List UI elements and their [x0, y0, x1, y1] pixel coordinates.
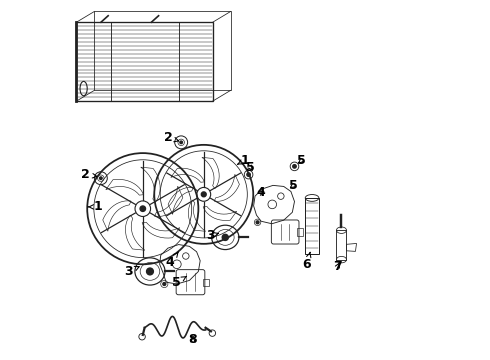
Text: 4: 4 — [165, 252, 179, 269]
Circle shape — [293, 165, 296, 168]
Text: 3: 3 — [124, 265, 139, 278]
Text: 1: 1 — [238, 154, 249, 167]
Text: 8: 8 — [189, 333, 197, 346]
Text: 3: 3 — [207, 229, 219, 242]
Circle shape — [222, 234, 228, 240]
Circle shape — [163, 283, 166, 285]
Text: 5: 5 — [297, 154, 306, 167]
Text: 5: 5 — [172, 276, 187, 289]
Text: 1: 1 — [88, 201, 102, 213]
Circle shape — [140, 206, 146, 211]
Circle shape — [201, 192, 206, 197]
Text: 5: 5 — [289, 179, 298, 192]
Text: 4: 4 — [257, 186, 266, 199]
Circle shape — [147, 268, 153, 275]
Circle shape — [180, 141, 182, 144]
Circle shape — [247, 173, 250, 176]
Circle shape — [256, 221, 259, 224]
Text: 6: 6 — [302, 252, 311, 271]
Text: 2: 2 — [164, 131, 179, 144]
Text: 2: 2 — [81, 168, 97, 181]
Circle shape — [99, 177, 102, 180]
Text: 5: 5 — [246, 161, 255, 174]
Text: 7: 7 — [333, 260, 342, 273]
